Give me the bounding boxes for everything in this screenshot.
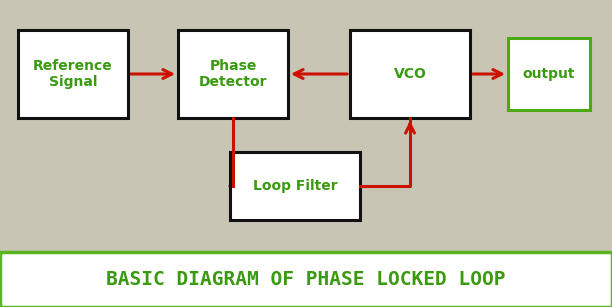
Text: output: output [523,67,575,81]
Bar [508,38,590,110]
Text: Phase
Detector: Phase Detector [199,59,267,89]
Bar [0,252,612,307]
Bar [350,30,470,118]
Text: Reference
Signal: Reference Signal [33,59,113,89]
Bar [178,30,288,118]
Text: VCO: VCO [394,67,427,81]
Text: BASIC DIAGRAM OF PHASE LOCKED LOOP: BASIC DIAGRAM OF PHASE LOCKED LOOP [106,270,506,289]
Text: Loop Filter: Loop Filter [253,179,337,193]
Bar [18,30,128,118]
Bar [230,152,360,220]
